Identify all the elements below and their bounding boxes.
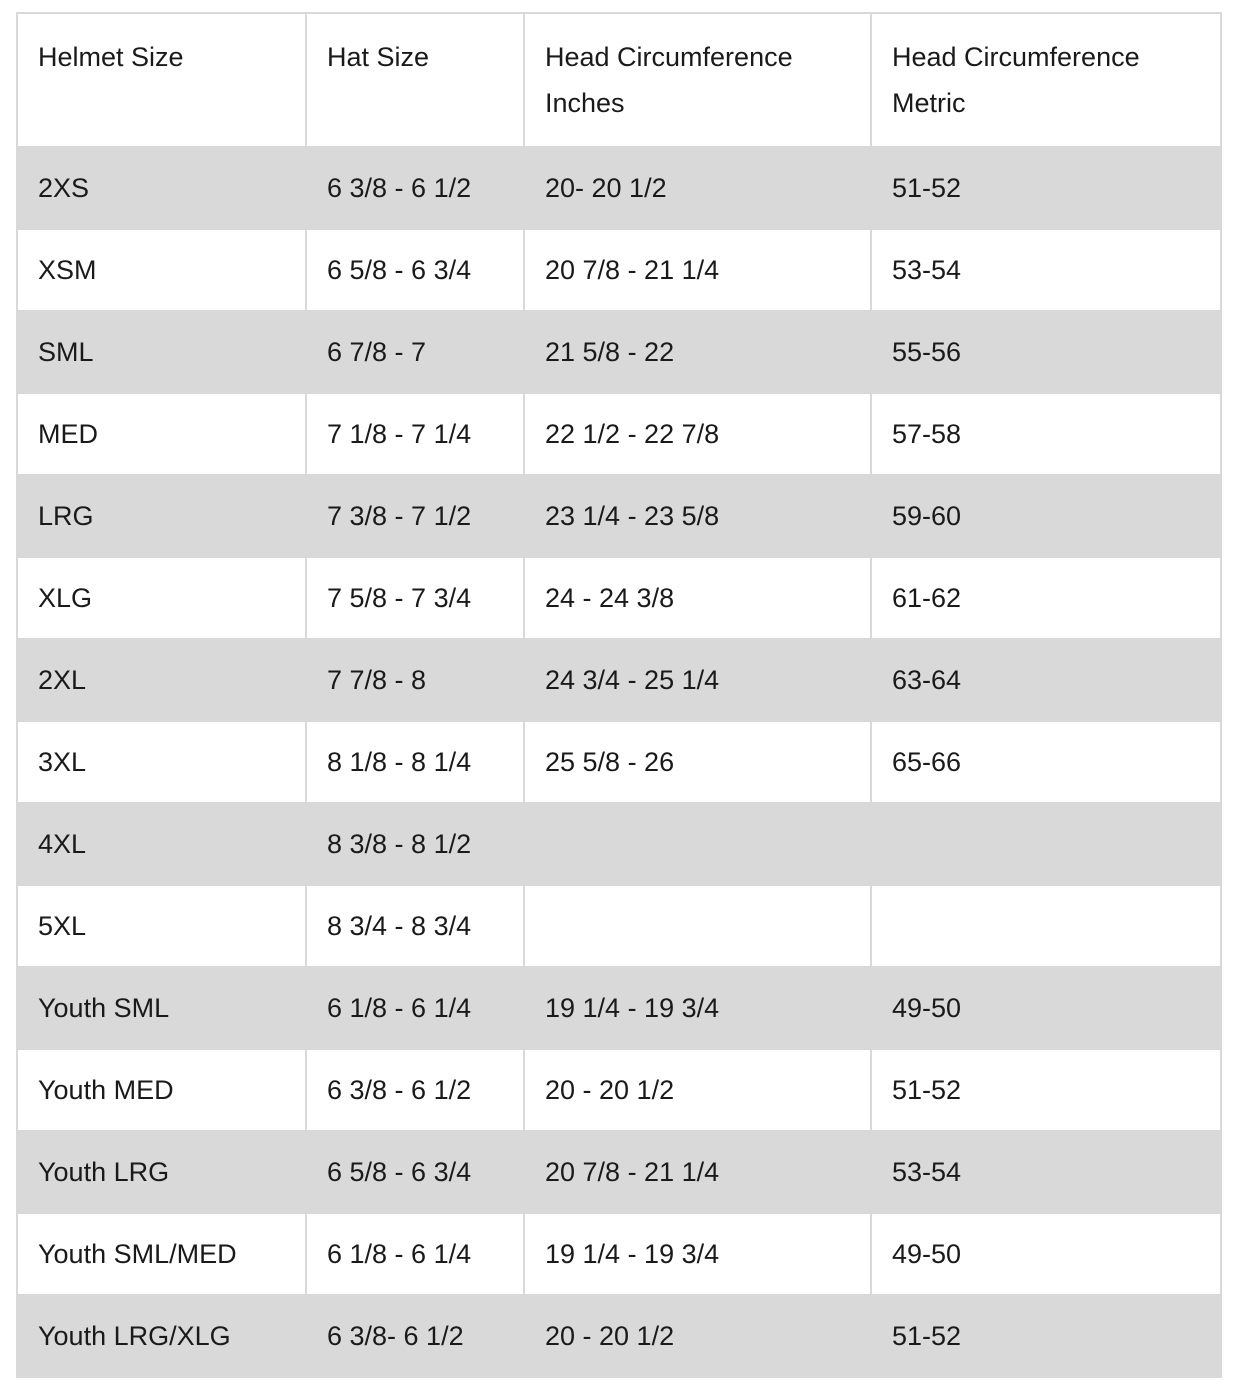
table-cell: 23 1/4 - 23 5/8 <box>523 474 872 558</box>
table-cell <box>870 884 1222 968</box>
table-cell: 51-52 <box>870 146 1222 230</box>
table-cell: 7 1/8 - 7 1/4 <box>305 392 525 476</box>
table-cell: SML <box>16 310 307 394</box>
column-header-head-circumference-inches: Head Circumference Inches <box>523 12 872 148</box>
table-cell: 8 1/8 - 8 1/4 <box>305 720 525 804</box>
table-cell: LRG <box>16 474 307 558</box>
table-cell: XLG <box>16 556 307 640</box>
table-cell: 25 5/8 - 26 <box>523 720 872 804</box>
table-cell: 5XL <box>16 884 307 968</box>
table-cell: 6 3/8- 6 1/2 <box>305 1294 525 1378</box>
table-cell: Youth SML <box>16 966 307 1050</box>
table-cell: 19 1/4 - 19 3/4 <box>523 1212 872 1296</box>
table-cell: 19 1/4 - 19 3/4 <box>523 966 872 1050</box>
table-body: 2XS 6 3/8 - 6 1/2 20- 20 1/2 51-52 XSM 6 5/8 … <box>16 146 1222 1378</box>
table-row: 2XL 7 7/8 - 8 24 3/4 - 25 1/4 63-64 <box>16 638 1222 722</box>
table-cell: 24 - 24 3/8 <box>523 556 872 640</box>
table-cell: 20 7/8 - 21 1/4 <box>523 228 872 312</box>
table-cell: 24 3/4 - 25 1/4 <box>523 638 872 722</box>
table-row: Youth LRG 6 5/8 - 6 3/4 20 7/8 - 21 1/4 53-… <box>16 1130 1222 1214</box>
table-cell: 20 7/8 - 21 1/4 <box>523 1130 872 1214</box>
table-cell: 6 1/8 - 6 1/4 <box>305 1212 525 1296</box>
table-cell: 51-52 <box>870 1048 1222 1132</box>
column-header-hat-size: Hat Size <box>305 12 525 148</box>
table-cell: 7 7/8 - 8 <box>305 638 525 722</box>
table-cell: 8 3/8 - 8 1/2 <box>305 802 525 886</box>
table-cell: 6 5/8 - 6 3/4 <box>305 228 525 312</box>
table-cell: 53-54 <box>870 228 1222 312</box>
table-cell: 55-56 <box>870 310 1222 394</box>
table-row: LRG 7 3/8 - 7 1/2 23 1/4 - 23 5/8 59-60 <box>16 474 1222 558</box>
table-cell: 53-54 <box>870 1130 1222 1214</box>
table-cell: Youth SML/MED <box>16 1212 307 1296</box>
table-row: XSM 6 5/8 - 6 3/4 20 7/8 - 21 1/4 53-54 <box>16 228 1222 312</box>
table-cell <box>523 802 872 886</box>
table-cell: 20- 20 1/2 <box>523 146 872 230</box>
table-cell: 49-50 <box>870 966 1222 1050</box>
header-row: Helmet Size Hat Size Head Circumference … <box>16 12 1222 148</box>
table-row: Youth MED 6 3/8 - 6 1/2 20 - 20 1/2 51-52 <box>16 1048 1222 1132</box>
table-cell: 20 - 20 1/2 <box>523 1294 872 1378</box>
table-cell: 20 - 20 1/2 <box>523 1048 872 1132</box>
table-row: 5XL 8 3/4 - 8 3/4 <box>16 884 1222 968</box>
table-cell: 6 3/8 - 6 1/2 <box>305 1048 525 1132</box>
table-row: MED 7 1/8 - 7 1/4 22 1/2 - 22 7/8 57-58 <box>16 392 1222 476</box>
column-header-helmet-size: Helmet Size <box>16 12 307 148</box>
table-row: XLG 7 5/8 - 7 3/4 24 - 24 3/8 61-62 <box>16 556 1222 640</box>
table-cell: 21 5/8 - 22 <box>523 310 872 394</box>
table-cell: Youth LRG <box>16 1130 307 1214</box>
table-cell: MED <box>16 392 307 476</box>
table-cell: 3XL <box>16 720 307 804</box>
table-cell: 6 3/8 - 6 1/2 <box>305 146 525 230</box>
table-cell: XSM <box>16 228 307 312</box>
table-cell: 2XL <box>16 638 307 722</box>
table-cell: 57-58 <box>870 392 1222 476</box>
table-cell: 7 5/8 - 7 3/4 <box>305 556 525 640</box>
table-cell: 6 1/8 - 6 1/4 <box>305 966 525 1050</box>
table-cell: Youth MED <box>16 1048 307 1132</box>
table-cell: 59-60 <box>870 474 1222 558</box>
column-header-head-circumference-metric: Head Circumference Metric <box>870 12 1222 148</box>
table-cell: 49-50 <box>870 1212 1222 1296</box>
helmet-size-chart-table: Helmet Size Hat Size Head Circumference … <box>16 12 1222 1378</box>
table-cell: 51-52 <box>870 1294 1222 1378</box>
table-cell <box>523 884 872 968</box>
table-cell: 4XL <box>16 802 307 886</box>
table-cell: 65-66 <box>870 720 1222 804</box>
table-cell: Youth LRG/XLG <box>16 1294 307 1378</box>
table-cell: 22 1/2 - 22 7/8 <box>523 392 872 476</box>
table-row: Youth SML/MED 6 1/8 - 6 1/4 19 1/4 - 19 3/… <box>16 1212 1222 1296</box>
table-cell: 7 3/8 - 7 1/2 <box>305 474 525 558</box>
table-row: Youth SML 6 1/8 - 6 1/4 19 1/4 - 19 3/4 49-… <box>16 966 1222 1050</box>
table-cell: 63-64 <box>870 638 1222 722</box>
table-cell: 6 7/8 - 7 <box>305 310 525 394</box>
table-row: 4XL 8 3/8 - 8 1/2 <box>16 802 1222 886</box>
table-row: 3XL 8 1/8 - 8 1/4 25 5/8 - 26 65-66 <box>16 720 1222 804</box>
table-cell: 61-62 <box>870 556 1222 640</box>
table-row: 2XS 6 3/8 - 6 1/2 20- 20 1/2 51-52 <box>16 146 1222 230</box>
table-cell: 6 5/8 - 6 3/4 <box>305 1130 525 1214</box>
table-cell: 8 3/4 - 8 3/4 <box>305 884 525 968</box>
table-row: Youth LRG/XLG 6 3/8- 6 1/2 20 - 20 1/2 51-5… <box>16 1294 1222 1378</box>
table-cell: 2XS <box>16 146 307 230</box>
table-cell <box>870 802 1222 886</box>
table-row: SML 6 7/8 - 7 21 5/8 - 22 55-56 <box>16 310 1222 394</box>
